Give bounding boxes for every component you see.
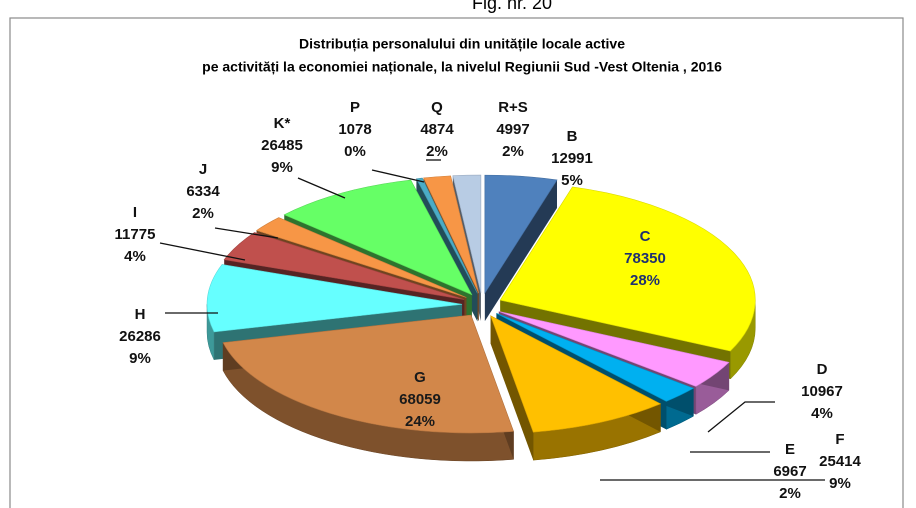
slice bbox=[283, 179, 473, 296]
slice bbox=[222, 314, 514, 434]
data-label-value: 6334 bbox=[186, 183, 220, 200]
data-label-value: 1078 bbox=[338, 121, 371, 138]
data-label-value: 11775 bbox=[115, 226, 156, 243]
data-label-value: 4874 bbox=[420, 121, 454, 138]
data-label-value: 68059 bbox=[399, 391, 441, 408]
slice bbox=[255, 217, 467, 298]
data-label-value: 4997 bbox=[496, 121, 529, 138]
data-label-percent: 4% bbox=[124, 248, 146, 265]
data-label-percent: 9% bbox=[829, 475, 851, 492]
slice bbox=[423, 175, 480, 294]
data-label-category: K* bbox=[274, 115, 291, 132]
chart-title: pe activități la economiei naționale, la… bbox=[202, 59, 722, 75]
data-label-value: 10967 bbox=[801, 383, 843, 400]
slice-tops bbox=[206, 174, 756, 434]
data-label-category: C bbox=[640, 228, 651, 245]
slice-edge bbox=[484, 179, 558, 322]
data-label-category: D bbox=[817, 361, 828, 378]
data-label-category: B bbox=[567, 128, 578, 145]
data-label-category: Q bbox=[431, 99, 443, 116]
data-label-percent: 2% bbox=[502, 143, 524, 160]
data-label-value: 6967 bbox=[773, 463, 806, 480]
data-label-percent: 2% bbox=[192, 205, 214, 222]
slice bbox=[223, 232, 465, 300]
data-label-percent: 9% bbox=[271, 159, 293, 176]
leader-line bbox=[707, 401, 775, 433]
data-label-percent: 0% bbox=[344, 143, 366, 160]
data-label-percent: 2% bbox=[779, 485, 801, 502]
data-label-value: 78350 bbox=[624, 250, 666, 267]
slice bbox=[452, 174, 482, 294]
slice bbox=[490, 315, 662, 433]
slice bbox=[499, 186, 756, 352]
data-label-value: 26286 bbox=[119, 328, 161, 345]
data-label-percent: 5% bbox=[561, 172, 583, 189]
data-label-category: P bbox=[350, 99, 360, 116]
data-label-percent: 28% bbox=[630, 272, 660, 289]
slice bbox=[484, 174, 558, 295]
chart-title: Distribuția personalului din unitățile l… bbox=[299, 36, 625, 52]
slice bbox=[498, 311, 730, 387]
slice bbox=[415, 177, 478, 294]
slice bbox=[496, 313, 695, 402]
leader-line bbox=[159, 242, 246, 261]
leader-line bbox=[371, 169, 425, 183]
data-label-category: H bbox=[135, 306, 146, 323]
data-label-category: I bbox=[133, 204, 137, 221]
data-label-category: J bbox=[199, 161, 207, 178]
data-label-percent: 24% bbox=[405, 413, 435, 430]
leader-line bbox=[214, 227, 279, 239]
data-label-category: F bbox=[835, 431, 844, 448]
data-label-percent: 4% bbox=[811, 405, 833, 422]
data-label-value: 12991 bbox=[551, 150, 593, 167]
slice-edge bbox=[490, 315, 534, 461]
slice bbox=[206, 264, 463, 333]
data-label-value: 26485 bbox=[261, 137, 303, 154]
data-label-category: E bbox=[785, 441, 795, 458]
data-label-value: 25414 bbox=[819, 453, 861, 470]
data-label-percent: 9% bbox=[129, 350, 151, 367]
data-label-category: R+S bbox=[498, 99, 528, 116]
figure-label: Fig. nr. 20 bbox=[472, 0, 552, 13]
data-label-category: G bbox=[414, 369, 426, 386]
leader-line bbox=[297, 177, 346, 199]
data-label-percent: 2% bbox=[426, 143, 448, 160]
